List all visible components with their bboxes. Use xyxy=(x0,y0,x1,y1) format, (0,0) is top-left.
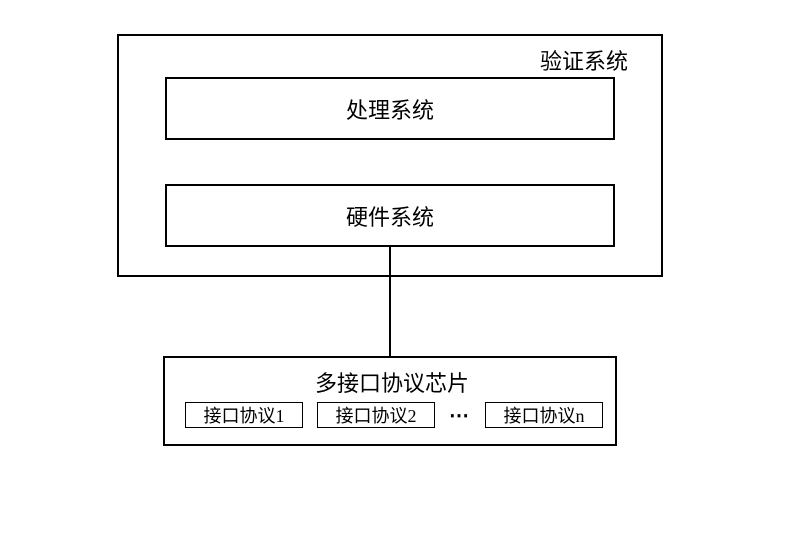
hardware-system-box: 硬件系统 xyxy=(165,184,615,247)
processing-system-box: 处理系统 xyxy=(165,77,615,140)
verification-system-label: 验证系统 xyxy=(540,44,628,76)
protocol-box-n: 接口协议n xyxy=(485,402,603,428)
protocol-row: 接口协议1 接口协议2 ⋯ 接口协议n xyxy=(185,402,603,428)
connector-line xyxy=(389,247,391,356)
protocol-label-2: 接口协议2 xyxy=(336,402,417,428)
processing-system-label: 处理系统 xyxy=(346,93,434,125)
hardware-system-label: 硬件系统 xyxy=(346,200,434,232)
chip-label: 多接口协议芯片 xyxy=(315,366,469,398)
protocol-label-1: 接口协议1 xyxy=(204,402,285,428)
protocol-box-2: 接口协议2 xyxy=(317,402,435,428)
protocol-box-1: 接口协议1 xyxy=(185,402,303,428)
protocol-label-n: 接口协议n xyxy=(504,402,585,428)
ellipsis-icon: ⋯ xyxy=(449,403,471,428)
